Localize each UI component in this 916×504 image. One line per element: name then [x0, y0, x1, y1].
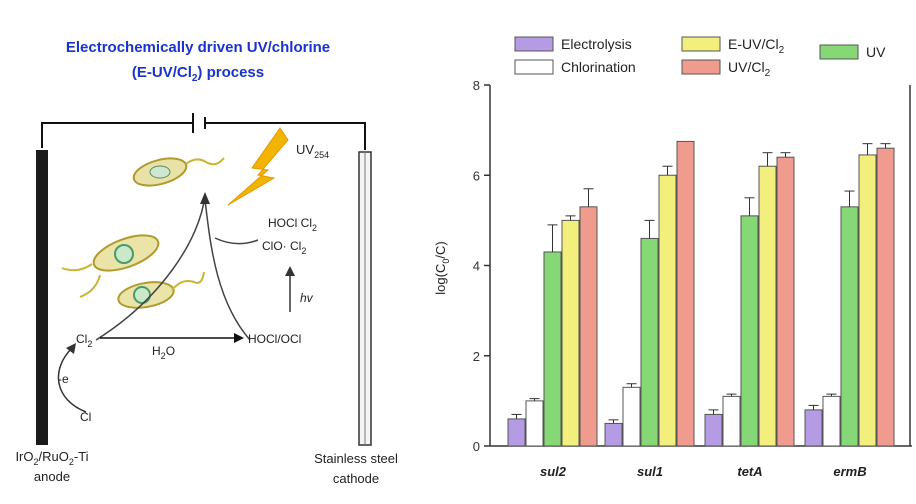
bar-ermB-electrolysis — [804, 409, 823, 447]
bar-sul2-uvcl2 — [579, 206, 598, 447]
bar-tetA-chlorination — [722, 395, 741, 447]
diagram-title-line2: (E-UV/Cl2) process — [132, 64, 264, 84]
bar-ermB-uvcl2 — [876, 147, 895, 447]
category-label-ermB: ermB — [833, 464, 866, 479]
chloride-species: Cl — [80, 410, 91, 424]
hv-label: hv — [300, 291, 314, 305]
circuit-wire — [41, 122, 366, 150]
oxidation-arrowhead-icon — [66, 343, 76, 354]
bar-sul1-euvcl2 — [658, 174, 677, 447]
lightning-icon — [227, 127, 289, 206]
bar-sul1-chlorination — [622, 386, 641, 447]
bacterium-icon-top — [132, 157, 225, 187]
cl2-to-hocl-arrowhead-icon — [234, 333, 244, 343]
legend-swatch-euv — [681, 36, 721, 52]
bacterium-icon-middle — [61, 234, 160, 298]
category-label-sul1: sul1 — [637, 464, 663, 479]
cl2-species: Cl2 — [76, 332, 92, 349]
diagram-title-line1: Electrochemically driven UV/chlorine — [66, 39, 330, 56]
bar-sul1-electrolysis — [604, 422, 623, 447]
legend-swatch-chlorination — [514, 59, 554, 75]
process-diagram: Electrochemically driven UV/chlorine (E-… — [15, 39, 398, 486]
bar-tetA-euvcl2 — [758, 165, 777, 447]
legend-uv-cl2: UV/Cl2 — [728, 59, 771, 79]
clo-cl-species: ClO· Cl2 — [262, 239, 306, 256]
bar-sul1-uvcl2 — [676, 140, 695, 447]
category-label-sul2: sul2 — [540, 464, 567, 479]
y-tick-label: 8 — [473, 78, 480, 93]
bar-sul1-uv — [640, 237, 659, 447]
arrowhead-icon — [200, 192, 210, 204]
radical-arrow — [214, 237, 259, 245]
h2o-label: H2O — [152, 344, 175, 361]
bar-tetA-uv — [740, 215, 759, 447]
legend-euv-cl2: E-UV/Cl2 — [728, 36, 785, 56]
bacterium-icon-bottom — [117, 271, 205, 309]
cathode-label-line1: Stainless steel — [314, 451, 398, 466]
bar-chart: log(C0/C) 0 2 4 6 8 sul2 sul1 tetA ermB — [433, 78, 912, 479]
bar-ermB-euvcl2 — [858, 154, 877, 447]
bar-tetA-uvcl2 — [776, 156, 795, 447]
cathode-label-line2: cathode — [333, 471, 379, 486]
legend-swatch-uvcl2 — [681, 59, 721, 75]
hv-arrowhead-icon — [285, 266, 295, 276]
anode-label-line2: anode — [34, 469, 70, 484]
hocl-ocl-species: HOCl/OCl — [248, 332, 301, 346]
bar-sul2-electrolysis — [507, 418, 526, 447]
legend-swatch-electrolysis — [514, 36, 554, 52]
y-tick-label: 4 — [473, 259, 480, 274]
legend: Electrolysis Chlorination E-UV/Cl2 UV/Cl… — [514, 36, 886, 79]
legend-swatch-uv — [819, 44, 859, 60]
cl2-to-bacteria-arrow — [95, 194, 206, 341]
hocl-to-bacteria-arrow — [204, 199, 251, 341]
legend-uv: UV — [866, 44, 886, 60]
anode-electrode — [36, 150, 48, 445]
category-label-tetA: tetA — [737, 464, 762, 479]
bar-sul2-chlorination — [525, 400, 544, 447]
bar-sul2-uv — [543, 251, 562, 447]
y-tick-label: 0 — [473, 439, 480, 454]
bar-tetA-electrolysis — [704, 413, 723, 447]
oxidation-arrow — [57, 347, 87, 413]
uv-label: UV254 — [296, 142, 329, 160]
bar-ermB-uv — [840, 206, 859, 447]
y-axis-label: log(C0/C) — [433, 241, 451, 294]
bar-sul2-euvcl2 — [561, 219, 580, 447]
y-tick-label: 2 — [473, 349, 480, 364]
legend-electrolysis: Electrolysis — [561, 36, 632, 52]
electron-label: -e — [58, 372, 69, 386]
legend-chlorination: Chlorination — [561, 59, 636, 75]
bar-ermB-chlorination — [822, 395, 841, 447]
y-tick-label: 6 — [473, 168, 480, 183]
hocl-cl-species: HOCl Cl2 — [268, 216, 317, 233]
anode-label-line1: IrO2/RuO2-Ti — [15, 449, 88, 467]
